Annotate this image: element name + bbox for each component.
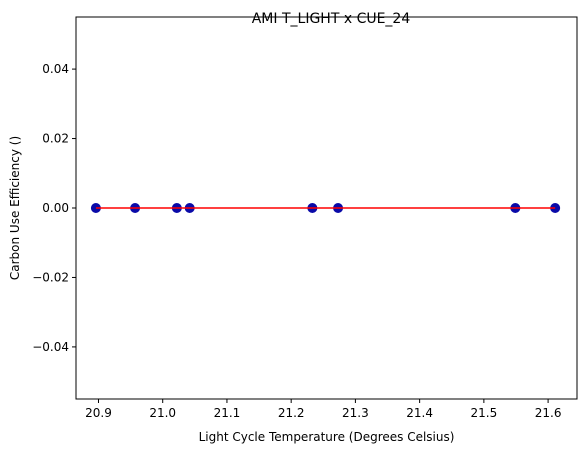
x-tick-label: 21.0 (149, 406, 176, 420)
x-tick-label: 20.9 (85, 406, 112, 420)
x-tick-label: 21.4 (406, 406, 433, 420)
y-axis-label: Carbon Use Efficiency () (8, 136, 22, 280)
x-tick-label: 21.5 (471, 406, 498, 420)
y-tick-label: −0.04 (32, 340, 69, 354)
x-axis-label: Light Cycle Temperature (Degrees Celsius… (199, 430, 455, 444)
x-tick-label: 21.3 (342, 406, 369, 420)
chart-title: AMI T_LIGHT x CUE_24 (252, 11, 411, 27)
x-tick-label: 21.6 (535, 406, 562, 420)
y-tick-label: 0.04 (42, 62, 69, 76)
x-tick-label: 21.2 (278, 406, 305, 420)
y-tick-label: 0.02 (42, 132, 69, 146)
y-tick-label: 0.00 (42, 201, 69, 215)
x-tick-label: 21.1 (214, 406, 241, 420)
y-tick-label: −0.02 (32, 270, 69, 284)
